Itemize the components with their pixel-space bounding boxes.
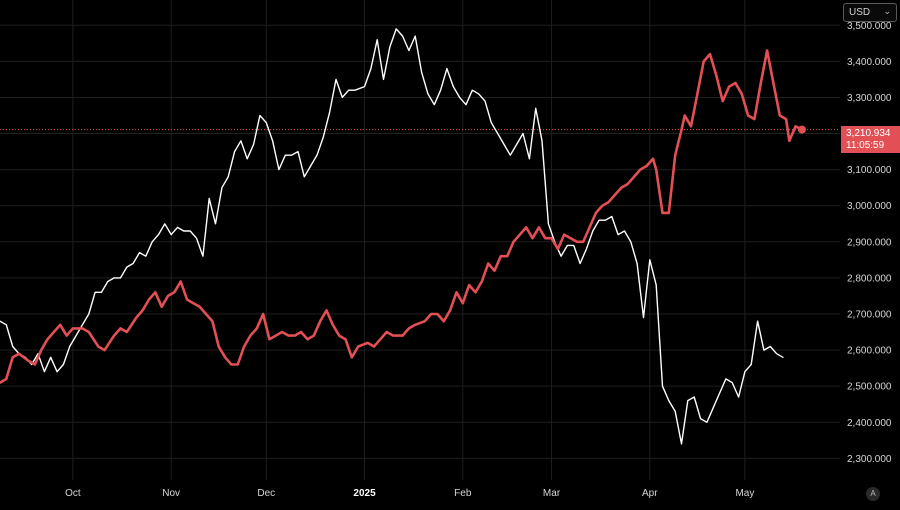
x-tick-label: May — [735, 488, 754, 499]
chevron-down-icon: ⌄ — [883, 6, 891, 16]
y-tick-label: 3,400.000 — [847, 57, 892, 68]
y-tick-label: 3,000.000 — [847, 201, 892, 212]
y-tick-label: 2,900.000 — [847, 237, 892, 248]
x-tick-label: Oct — [65, 488, 81, 499]
y-tick-label: 2,400.000 — [847, 418, 892, 429]
y-tick-label: 3,500.000 — [847, 21, 892, 32]
current-price-label: 3,210.934 11:05:59 — [841, 126, 900, 153]
currency-label: USD — [849, 7, 871, 18]
marker-layer — [797, 125, 806, 134]
current-price-value: 3,210.934 — [846, 128, 891, 139]
x-tick-label: 2025 — [353, 488, 376, 499]
y-tick-label: 2,500.000 — [847, 382, 892, 393]
x-tick-label: Dec — [257, 488, 275, 499]
last-point-marker — [797, 125, 806, 134]
currency-selector[interactable]: USD ⌄ — [843, 3, 897, 22]
series-line-white — [0, 28, 784, 445]
y-tick-label: 2,800.000 — [847, 273, 892, 284]
y-tick-label: 2,600.000 — [847, 346, 892, 357]
x-tick-label: Feb — [454, 488, 472, 499]
y-tick-label: 2,300.000 — [847, 454, 892, 465]
x-tick-label: Nov — [162, 488, 180, 499]
y-tick-label: 3,100.000 — [847, 165, 892, 176]
y-tick-label: 2,700.000 — [847, 309, 892, 320]
bar-countdown: 11:05:59 — [846, 140, 885, 151]
series-layer — [0, 28, 804, 445]
auto-scale-button[interactable]: A — [866, 487, 880, 501]
x-tick-label: Mar — [543, 488, 561, 499]
x-axis: Oct Nov Dec 2025 Feb Mar Apr May — [65, 488, 754, 499]
series-line-red — [0, 49, 804, 384]
x-tick-label: Apr — [642, 488, 658, 499]
y-tick-label: 3,300.000 — [847, 93, 892, 104]
grid — [0, 0, 840, 480]
y-axis: 2,300.000 2,400.000 2,500.000 2,600.000 2,70… — [847, 21, 892, 465]
